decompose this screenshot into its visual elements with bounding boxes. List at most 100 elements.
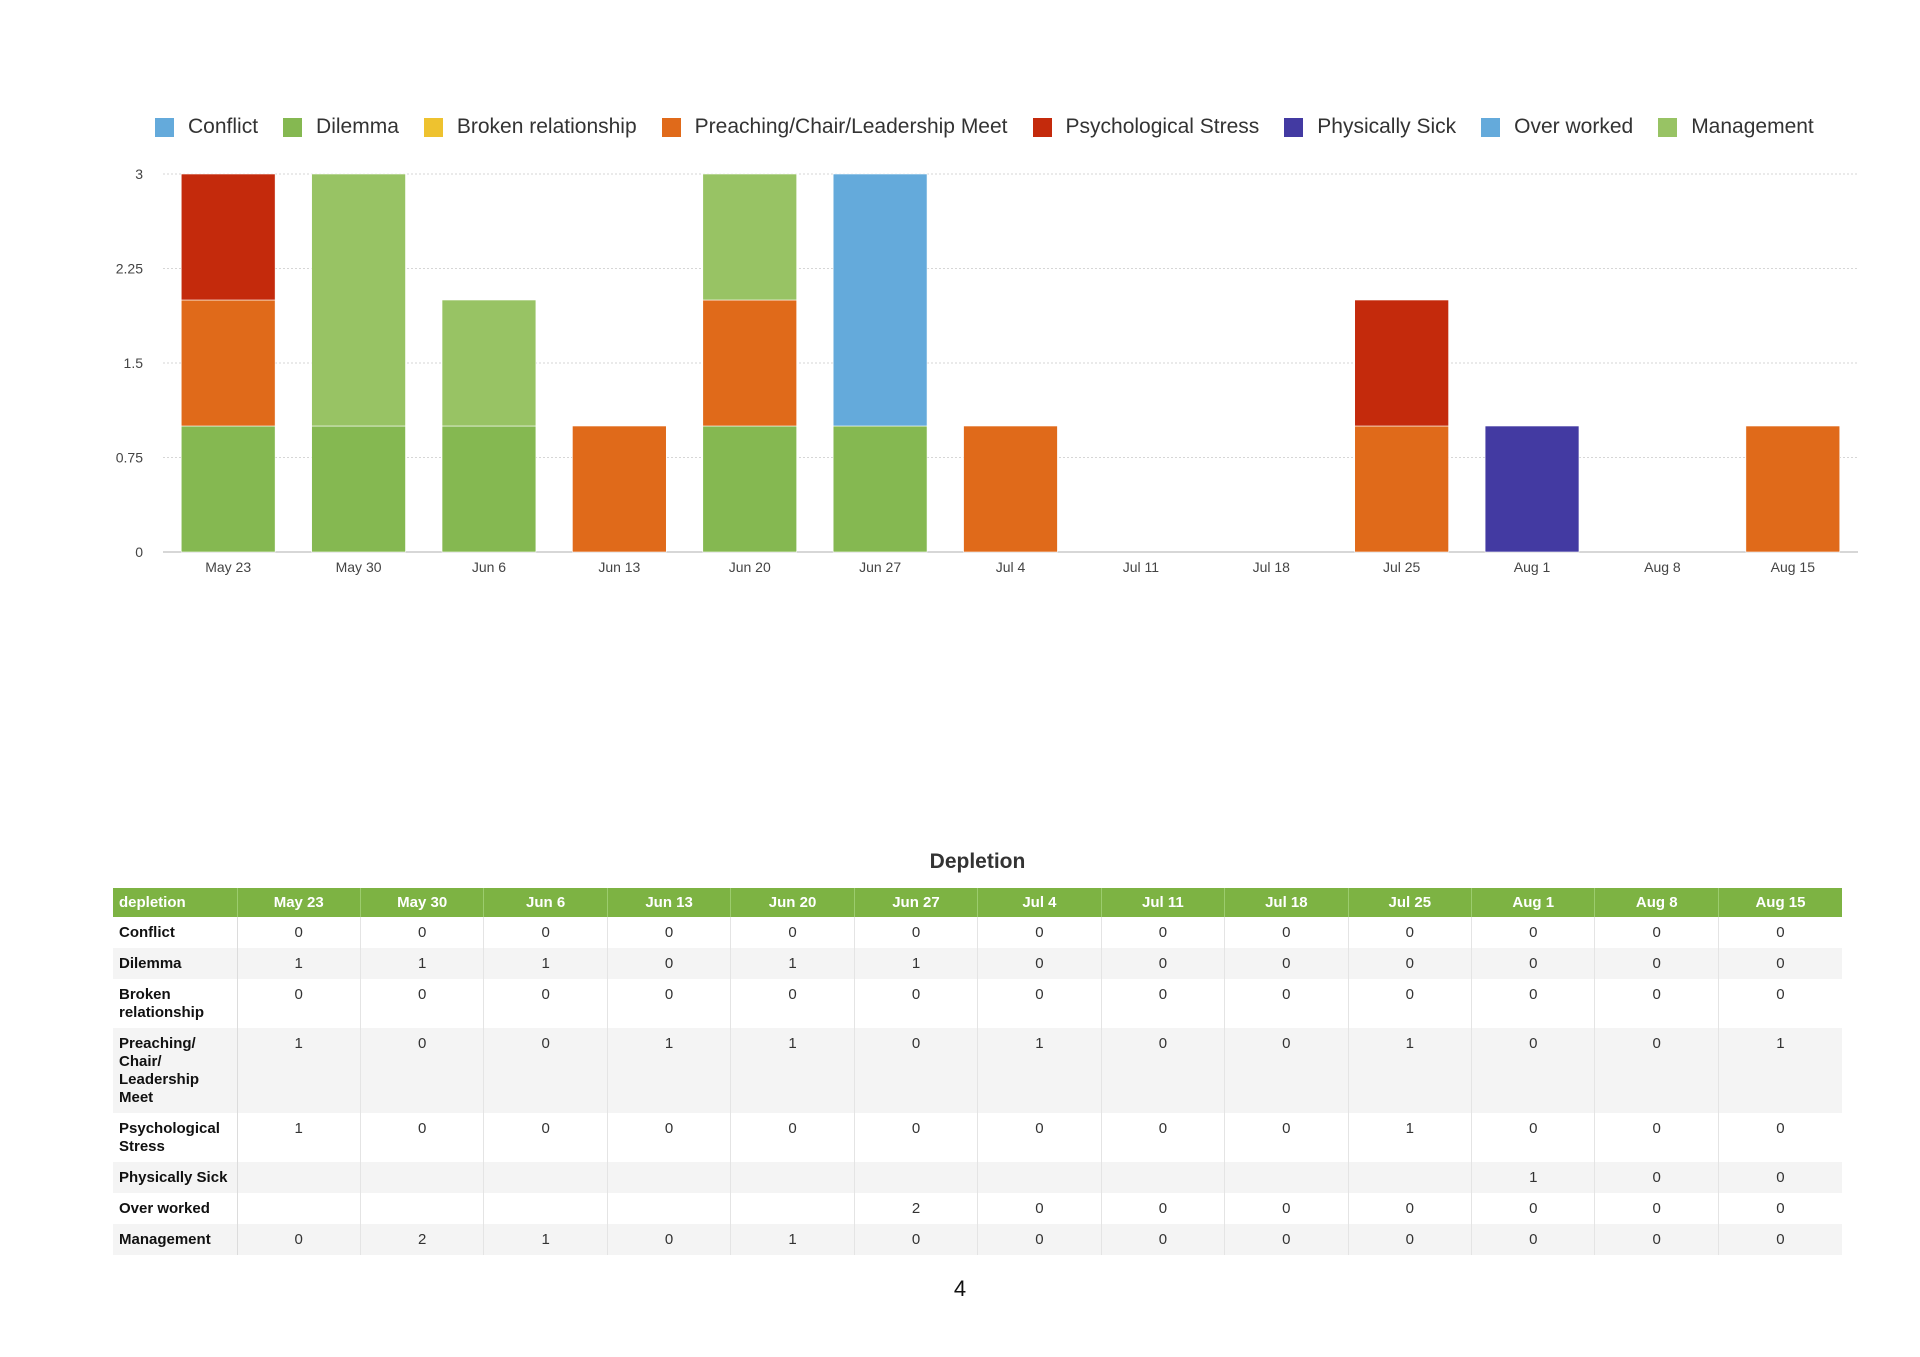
y-tick-label: 1.5 [124, 355, 144, 371]
table-row: Preaching/ Chair/ Leadership Meet 1 0 0 1 1 0 1… [113, 1028, 1842, 1113]
table-cell: 0 [1347, 948, 1472, 979]
table-cell: 0 [1594, 1193, 1719, 1224]
legend-swatch [1032, 117, 1052, 137]
column-header: May 23 [236, 888, 361, 917]
table-cell: 0 [1471, 1224, 1595, 1255]
column-header: Jun 27 [853, 888, 978, 917]
bar-segment [180, 173, 276, 301]
legend-label: Preaching/Chair/Leadership Meet [694, 115, 1008, 138]
table-cell: 0 [1717, 1162, 1842, 1193]
table-cell: 0 [1100, 917, 1225, 948]
table-cell: 1 [236, 1113, 361, 1162]
legend-label: Psychological Stress [1065, 115, 1260, 138]
bar-segment [180, 425, 276, 553]
table-cell: 0 [1224, 1193, 1349, 1224]
depletion-table: depletion May 23 May 30 Jun 6 Jun 13 Jun 20 Ju… [113, 888, 1842, 1255]
bar-segment [832, 173, 928, 427]
table-cell: 0 [1347, 917, 1472, 948]
table-cell: 0 [1224, 1028, 1349, 1113]
table-cell: 0 [359, 979, 484, 1028]
column-header: Aug 1 [1471, 888, 1595, 917]
row-header: Dilemma [113, 948, 238, 979]
x-tick-label: Jul 11 [1123, 559, 1160, 575]
table-cell: 1 [606, 1028, 731, 1113]
table-cell: 0 [977, 948, 1102, 979]
legend-swatch [1284, 117, 1304, 137]
table-cell: 1 [236, 948, 361, 979]
table-cell [606, 1162, 731, 1193]
x-tick-label: Jun 6 [472, 559, 506, 575]
bar-segment [832, 425, 928, 553]
table-cell: 0 [1224, 979, 1349, 1028]
y-tick-label: 0 [135, 544, 143, 560]
table-cell: 0 [730, 917, 855, 948]
x-tick-label: Aug 15 [1771, 559, 1816, 575]
row-header: Physically Sick [113, 1162, 238, 1193]
table-cell: 0 [483, 1028, 608, 1113]
table-cell: 0 [1347, 1224, 1472, 1255]
table-row: Conflict 0 0 0 0 0 0 0 0 0 0 0 0 0 [113, 917, 1842, 948]
table-cell: 0 [977, 979, 1102, 1028]
table-row: Physically Sick 1 0 0 [113, 1162, 1842, 1193]
table-cell: 0 [236, 979, 361, 1028]
bar-segment [441, 299, 537, 427]
table-cell: 0 [1224, 1113, 1349, 1162]
table-cell [730, 1162, 855, 1193]
table-cell: 0 [1100, 979, 1225, 1028]
table-cell: 0 [853, 1028, 978, 1113]
table-cell: 0 [1594, 948, 1719, 979]
table-cell: 1 [359, 948, 484, 979]
legend-label: Conflict [188, 115, 259, 138]
table-cell: 0 [977, 1224, 1102, 1255]
row-header: Management [113, 1224, 238, 1255]
table-cell: 0 [1594, 917, 1719, 948]
table-row: Psychological Stress 1 0 0 0 0 0 0 0 0 1 0 0 0 [113, 1113, 1842, 1162]
column-header: Jun 6 [483, 888, 608, 917]
table-cell: 0 [606, 1224, 731, 1255]
column-header: May 30 [359, 888, 484, 917]
table-cell: 0 [1717, 948, 1842, 979]
column-header: Aug 8 [1594, 888, 1719, 917]
table-cell: 0 [1594, 1113, 1719, 1162]
table-cell: 1 [483, 1224, 608, 1255]
table-cell: 0 [1594, 1028, 1719, 1113]
row-header: Preaching/ Chair/ Leadership Meet [113, 1028, 238, 1113]
legend-item: Psychological Stress [1032, 115, 1260, 139]
table-cell: 0 [1594, 979, 1719, 1028]
legend-swatch [1481, 117, 1501, 137]
table-cell: 0 [730, 1113, 855, 1162]
legend-item: Conflict [155, 115, 258, 139]
y-tick-label: 2.25 [116, 261, 143, 277]
legend-label: Dilemma [316, 115, 399, 138]
table-cell: 1 [1347, 1028, 1472, 1113]
table-row: Over worked 2 0 0 0 0 0 0 0 [113, 1193, 1842, 1224]
x-tick-label: Jun 13 [598, 559, 640, 575]
table-cell: 1 [977, 1028, 1102, 1113]
row-header: Psychological Stress [113, 1113, 238, 1162]
table-cell: 1 [730, 948, 855, 979]
table-cell: 0 [1224, 948, 1349, 979]
table-cell: 0 [236, 1224, 361, 1255]
bar-segment [572, 425, 667, 553]
table-cell: 0 [1717, 1113, 1842, 1162]
table-cell [359, 1193, 484, 1224]
legend-item: Dilemma [283, 115, 399, 139]
legend-swatch [661, 117, 681, 137]
bar-segment [180, 299, 276, 427]
bar-segment [702, 173, 797, 301]
table-cell [359, 1162, 484, 1193]
table-cell: 1 [483, 948, 608, 979]
table-cell: 0 [977, 1113, 1102, 1162]
column-header: Aug 15 [1717, 888, 1842, 917]
legend-item: Physically Sick [1284, 115, 1456, 139]
bar-segment [1354, 425, 1449, 553]
table-cell [483, 1162, 608, 1193]
table-cell: 0 [606, 917, 731, 948]
legend-item: Management [1658, 115, 1814, 139]
stacked-bar-chart: 0 0.75 1.5 2.25 3 May 23 May 30 Jun 6 Jun 13 Jun … [116, 166, 1858, 575]
x-tick-label: Aug 1 [1514, 559, 1551, 575]
table-cell [853, 1162, 978, 1193]
table-cell: 1 [853, 948, 978, 979]
table-cell: 2 [359, 1224, 484, 1255]
table-cell [730, 1193, 855, 1224]
